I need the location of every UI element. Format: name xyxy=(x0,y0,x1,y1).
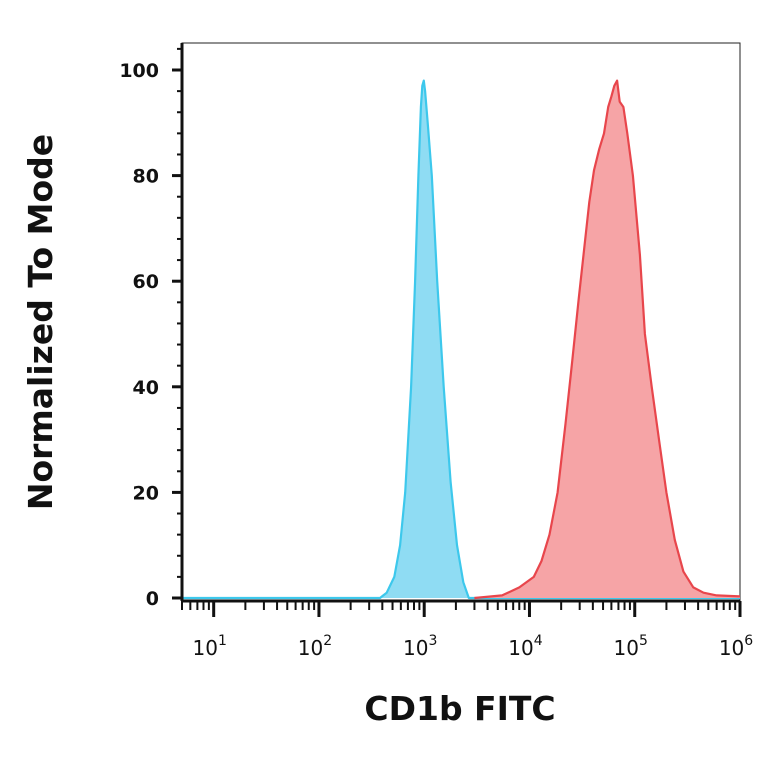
series-2-fill xyxy=(474,80,740,599)
x-tick-label: 102 xyxy=(298,633,332,660)
x-axis-title: CD1b FITC xyxy=(364,689,555,728)
x-tick-label: 103 xyxy=(403,633,437,660)
series-2-line xyxy=(474,79,741,600)
x-tick-label: 104 xyxy=(508,633,542,660)
x-tick-label: 101 xyxy=(192,633,226,660)
y-tick-label: 40 xyxy=(133,377,159,399)
y-tick-label: 20 xyxy=(133,482,159,504)
y-tick-label: 100 xyxy=(119,60,159,82)
series-layer xyxy=(182,79,741,600)
y-tick-label: 60 xyxy=(133,271,159,293)
series-1-line xyxy=(182,79,740,600)
axis-layer xyxy=(180,43,740,603)
y-tick-label: 80 xyxy=(133,166,159,188)
x-tick-label: 106 xyxy=(719,633,753,660)
tick-layer: 0 20 40 60 80 100 101 102 103 104 105 106 xyxy=(119,47,753,660)
y-axis-title: Normalized To Mode xyxy=(21,134,60,510)
x-tick-label: 105 xyxy=(614,633,648,660)
y-tick-label: 0 xyxy=(146,588,159,610)
